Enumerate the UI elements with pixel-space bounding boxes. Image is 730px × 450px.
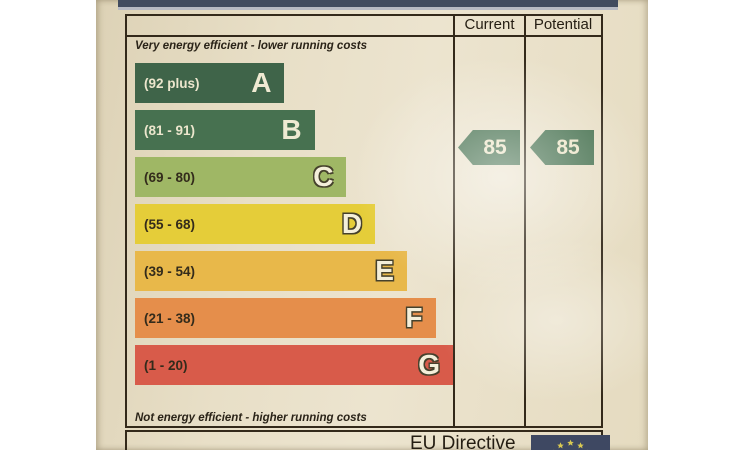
- top-caption: Very energy efficient - lower running co…: [135, 40, 367, 52]
- band-range-label: (39 - 54): [144, 263, 196, 279]
- band-row-E: (39 - 54) E: [135, 251, 453, 291]
- bands: (92 plus) A (81 - 91) B (69 - 80) C (55 - 68) D…: [135, 63, 453, 392]
- band-range-label: (81 - 91): [144, 122, 196, 138]
- current-rating-value: 85: [483, 135, 507, 159]
- band-letter: G: [418, 349, 440, 380]
- band-bar-D: (55 - 68) D: [135, 204, 376, 244]
- epc-photo-paper: Current Potential Very energy efficient …: [96, 0, 686, 450]
- band-row-B: (81 - 91) B: [135, 110, 453, 150]
- band-range-label: (92 plus): [144, 75, 200, 91]
- band-bar-G: (1 - 20) G: [135, 345, 453, 385]
- eu-flag-icon: [531, 435, 610, 450]
- eu-directive-label: EU Directive: [410, 433, 516, 450]
- eu-flag-star: [577, 442, 584, 449]
- current-column-header: Current: [464, 16, 515, 33]
- band-row-G: (1 - 20) G: [135, 345, 453, 385]
- header-divider: [127, 35, 601, 37]
- current-column-divider: [453, 16, 455, 426]
- top-decoration-bar: [118, 0, 618, 10]
- band-row-A: (92 plus) A: [135, 63, 453, 103]
- band-letter: E: [375, 255, 394, 286]
- band-range-label: (55 - 68): [144, 216, 196, 232]
- eu-flag-star: [567, 439, 574, 446]
- band-bar-A: (92 plus) A: [135, 63, 285, 103]
- bottom-caption: Not energy efficient - higher running co…: [135, 412, 367, 424]
- potential-column-divider: [524, 16, 526, 426]
- band-letter: F: [405, 302, 423, 333]
- band-range-label: (69 - 80): [144, 169, 196, 185]
- band-letter: C: [313, 161, 334, 192]
- band-row-C: (69 - 80) C: [135, 157, 453, 197]
- current-rating-arrow: 85: [458, 130, 520, 165]
- band-letter: D: [341, 208, 363, 239]
- band-row-D: (55 - 68) D: [135, 204, 453, 244]
- potential-rating-value: 85: [556, 135, 580, 159]
- band-bar-C: (69 - 80) C: [135, 157, 347, 197]
- epc-chart-box: Current Potential Very energy efficient …: [125, 14, 603, 428]
- potential-rating-arrow: 85: [530, 130, 594, 165]
- eu-flag-star: [557, 442, 564, 449]
- band-bar-E: (39 - 54) E: [135, 251, 407, 291]
- band-row-F: (21 - 38) F: [135, 298, 453, 338]
- band-bar-F: (21 - 38) F: [135, 298, 436, 338]
- band-letter: B: [281, 114, 302, 145]
- band-letter: A: [251, 67, 272, 98]
- band-range-label: (21 - 38): [144, 310, 196, 326]
- band-bar-B: (81 - 91) B: [135, 110, 315, 150]
- potential-column-header: Potential: [533, 16, 593, 33]
- eu-directive-box: EU Directive: [125, 430, 610, 450]
- band-range-label: (1 - 20): [144, 357, 188, 373]
